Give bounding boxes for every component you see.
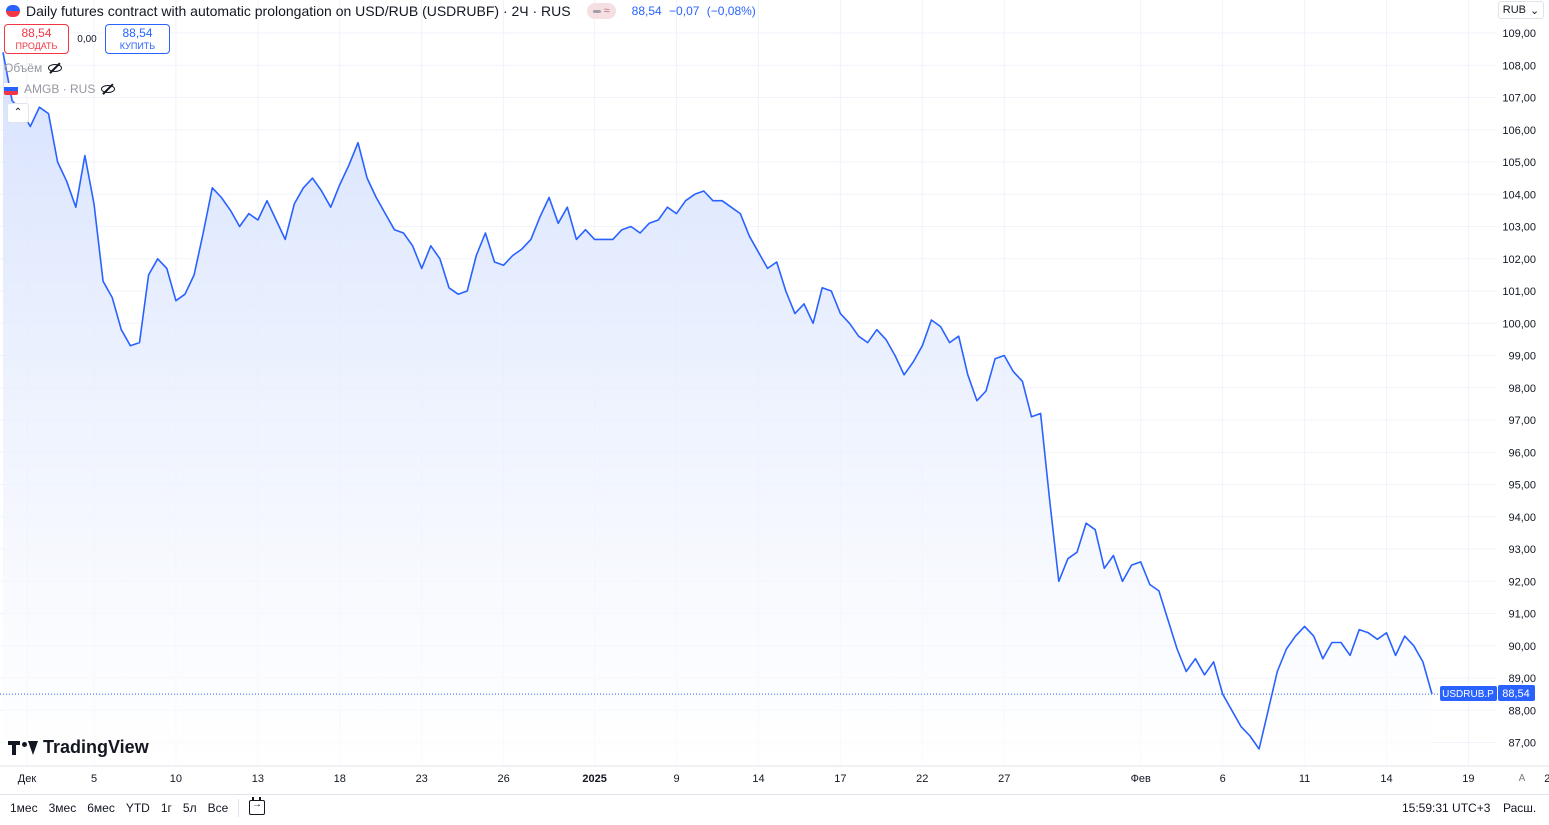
- range-button[interactable]: Все: [207, 801, 229, 815]
- price-tick-label: 93,00: [1508, 544, 1536, 556]
- sell-button[interactable]: 88,54 ПРОДАТЬ: [4, 24, 69, 54]
- price-tick-label: 102,00: [1502, 254, 1536, 266]
- logo-text: TradingView: [43, 737, 149, 757]
- time-tick-label: 11: [1299, 773, 1310, 785]
- buy-label: КУПИТЬ: [119, 41, 156, 51]
- price-tick-label: 104,00: [1502, 189, 1536, 201]
- buy-price: 88,54: [122, 26, 153, 40]
- price-tick-label: 94,00: [1508, 512, 1536, 524]
- price-tick-label: 103,00: [1502, 222, 1536, 234]
- currency-selector[interactable]: RUB ⌄: [1498, 1, 1544, 19]
- price-tick-label: 89,00: [1508, 673, 1536, 685]
- header-change: −0,07: [669, 4, 700, 18]
- trade-panel: 88,54 ПРОДАТЬ 0,00 88,54 КУПИТЬ: [4, 24, 170, 54]
- range-button[interactable]: 5л: [182, 801, 197, 815]
- price-tick-label: 95,00: [1508, 480, 1536, 492]
- price-tick-label: 91,00: [1508, 609, 1536, 621]
- time-tick-label: 10: [170, 773, 182, 785]
- price-tick-label: 108,00: [1502, 60, 1536, 72]
- time-tick-label: 14: [1380, 773, 1392, 785]
- tradingview-logo[interactable]: TradingView: [8, 737, 149, 758]
- sell-label: ПРОДАТЬ: [15, 41, 58, 51]
- price-tick-label: 109,00: [1502, 28, 1536, 40]
- price-tick-label: 101,00: [1502, 286, 1536, 298]
- price-tick-label: 98,00: [1508, 383, 1536, 395]
- time-tick-label: 13: [252, 773, 264, 785]
- time-tick-label: 18: [334, 773, 346, 785]
- price-tick-label: 92,00: [1508, 576, 1536, 588]
- auto-scale-button[interactable]: A: [1518, 773, 1526, 784]
- price-area-fill: [3, 52, 1432, 767]
- last-price-value: 88,54: [1502, 688, 1530, 700]
- status-approx-icon: ≈: [603, 5, 610, 17]
- bottom-toolbar: 1мес 3мес 6мес YTD 1г 5л Все 15:59:31 UTC+3 Ра…: [0, 794, 1549, 820]
- range-button[interactable]: YTD: [125, 801, 150, 815]
- range-button[interactable]: 1г: [160, 801, 172, 815]
- header-last-price: 88,54: [631, 4, 662, 18]
- time-tick-label: 2025: [582, 773, 606, 785]
- time-tick-label: 27: [998, 773, 1010, 785]
- usd-rub-flag-icon: [6, 5, 20, 17]
- price-tick-label: 106,00: [1502, 125, 1536, 137]
- time-tick-label: 5: [91, 773, 97, 785]
- price-tick-label: 88,00: [1508, 705, 1536, 717]
- sell-price: 88,54: [21, 26, 52, 40]
- date-range-buttons: 1мес 3мес 6мес YTD 1г 5л Все: [6, 800, 235, 816]
- last-price-tag: USDRUB.P 88,54: [1440, 685, 1535, 701]
- collapse-legend-button[interactable]: ⌃: [7, 103, 29, 123]
- range-button[interactable]: 3мес: [48, 801, 77, 815]
- price-tick-label: 105,00: [1502, 157, 1536, 169]
- go-to-date-calendar-icon[interactable]: [249, 797, 265, 815]
- toolbar-separator: [238, 799, 239, 817]
- price-tick-label: 107,00: [1502, 93, 1536, 105]
- time-tick-label: Фев: [1131, 773, 1151, 785]
- range-button[interactable]: 1мес: [10, 801, 38, 815]
- header-change-pct: (−0,08%): [706, 4, 756, 18]
- price-tick-label: 87,00: [1508, 738, 1536, 750]
- eye-hidden-icon[interactable]: [101, 83, 116, 95]
- time-tick-label: Дек: [18, 773, 37, 785]
- russia-flag-icon: [4, 83, 18, 95]
- last-price-symbol: USDRUB.P: [1442, 689, 1494, 700]
- time-tick-label: 14: [752, 773, 764, 785]
- price-tick-label: 90,00: [1508, 641, 1536, 653]
- chevron-down-icon: ⌄: [1530, 4, 1540, 17]
- market-status-pill[interactable]: ≈: [586, 3, 616, 19]
- time-axis[interactable]: Дек510131823262025914172227Фев611141924М…: [0, 765, 1549, 785]
- symbol-header: Daily futures contract with automatic pr…: [6, 2, 760, 20]
- time-tick-label: 19: [1462, 773, 1474, 785]
- volume-label: Объём: [4, 61, 43, 75]
- price-tick-label: 97,00: [1508, 415, 1536, 427]
- currency-label: RUB: [1502, 4, 1526, 16]
- status-dash-icon: [592, 9, 601, 13]
- header-quote: 88,54 −0,07 (−0,08%): [632, 4, 760, 18]
- clock[interactable]: 15:59:31 UTC+3: [1402, 801, 1491, 815]
- time-tick-label: 9: [673, 773, 679, 785]
- time-tick-label: 26: [497, 773, 509, 785]
- price-tick-label: 100,00: [1502, 318, 1536, 330]
- spread-value: 0,00: [77, 33, 97, 45]
- price-tick-label: 96,00: [1508, 447, 1536, 459]
- time-tick-label: 23: [416, 773, 428, 785]
- tradingview-logo-icon: [8, 740, 38, 756]
- buy-button[interactable]: 88,54 КУПИТЬ: [105, 24, 170, 54]
- price-line: [2, 52, 1433, 750]
- time-tick-label: 6: [1220, 773, 1226, 785]
- symbol-title[interactable]: Daily futures contract with automatic pr…: [26, 3, 571, 19]
- legend-volume[interactable]: Объём: [4, 61, 63, 75]
- eye-hidden-icon[interactable]: [48, 62, 63, 74]
- legend-amgb[interactable]: AMGB · RUS: [4, 82, 116, 96]
- amgb-label: AMGB · RUS: [24, 82, 96, 96]
- time-tick-label: 24: [1544, 773, 1549, 785]
- price-tick-label: 99,00: [1508, 351, 1536, 363]
- extended-hours-toggle[interactable]: Расш.: [1503, 801, 1537, 815]
- time-tick-label: 22: [916, 773, 928, 785]
- range-button[interactable]: 6мес: [87, 801, 115, 815]
- price-axis[interactable]: 109,00 108,00 107,00 106,00 105,00 104,00 103,…: [1502, 28, 1536, 750]
- time-tick-label: 17: [834, 773, 846, 785]
